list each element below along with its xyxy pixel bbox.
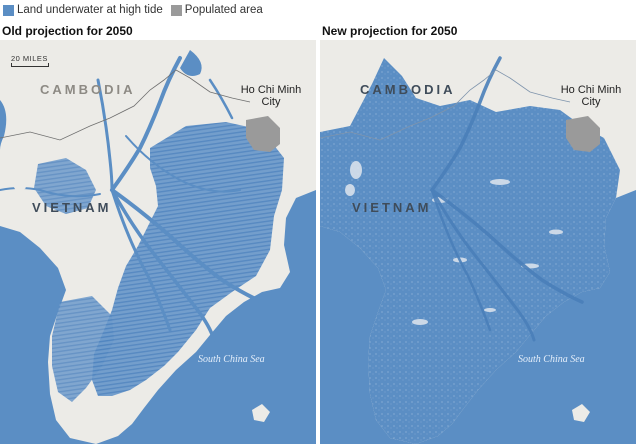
- new-projection-panel: New projection for 2050: [320, 24, 636, 444]
- city-label-hcmc: Ho Chi Minh City: [560, 84, 622, 108]
- scale-label: 20 MILES: [11, 54, 48, 63]
- legend-label-populated: Populated area: [184, 4, 263, 16]
- mekong-rivers: [430, 56, 584, 342]
- country-label-vietnam: VIETNAM: [32, 200, 112, 215]
- island: [572, 404, 590, 422]
- island: [12, 180, 26, 194]
- country-label-cambodia: CAMBODIA: [360, 82, 456, 97]
- flood-zone-south: [52, 296, 114, 402]
- flooded-swatch: [3, 4, 14, 16]
- populated-swatch: [170, 4, 182, 16]
- city-label-hcmc: Ho Chi Minh City: [240, 84, 302, 108]
- country-label-cambodia: CAMBODIA: [40, 82, 136, 97]
- country-border: [320, 69, 571, 141]
- flood-zone-west: [34, 158, 96, 214]
- legend-item-flooded: Land underwater at high tide: [3, 4, 163, 16]
- scale-bar: [11, 63, 49, 67]
- old-projection-panel: Old projection for 2050: [0, 24, 316, 444]
- country-border: [0, 69, 251, 141]
- populated-area-hcmc: [246, 116, 280, 152]
- old-projection-map: 20 MILES CAMBODIA VIETNAM Ho Chi Minh Ci…: [0, 40, 316, 444]
- new-projection-map: CAMBODIA VIETNAM Ho Chi Minh City South …: [320, 40, 636, 444]
- populated-area-hcmc: [566, 116, 600, 152]
- legend-item-populated: Populated area: [170, 4, 263, 16]
- panel-title-new: New projection for 2050: [322, 24, 458, 38]
- country-label-vietnam: VIETNAM: [352, 200, 432, 215]
- panel-title-old: Old projection for 2050: [2, 24, 133, 38]
- reservoir: [180, 50, 202, 76]
- sea-label: South China Sea: [198, 354, 265, 365]
- legend-label-flooded: Land underwater at high tide: [17, 4, 163, 16]
- island: [252, 404, 270, 422]
- sea-label: South China Sea: [518, 354, 585, 365]
- mekong-rivers: [0, 56, 264, 342]
- map-legend: Land underwater at high tide Populated a…: [3, 2, 271, 18]
